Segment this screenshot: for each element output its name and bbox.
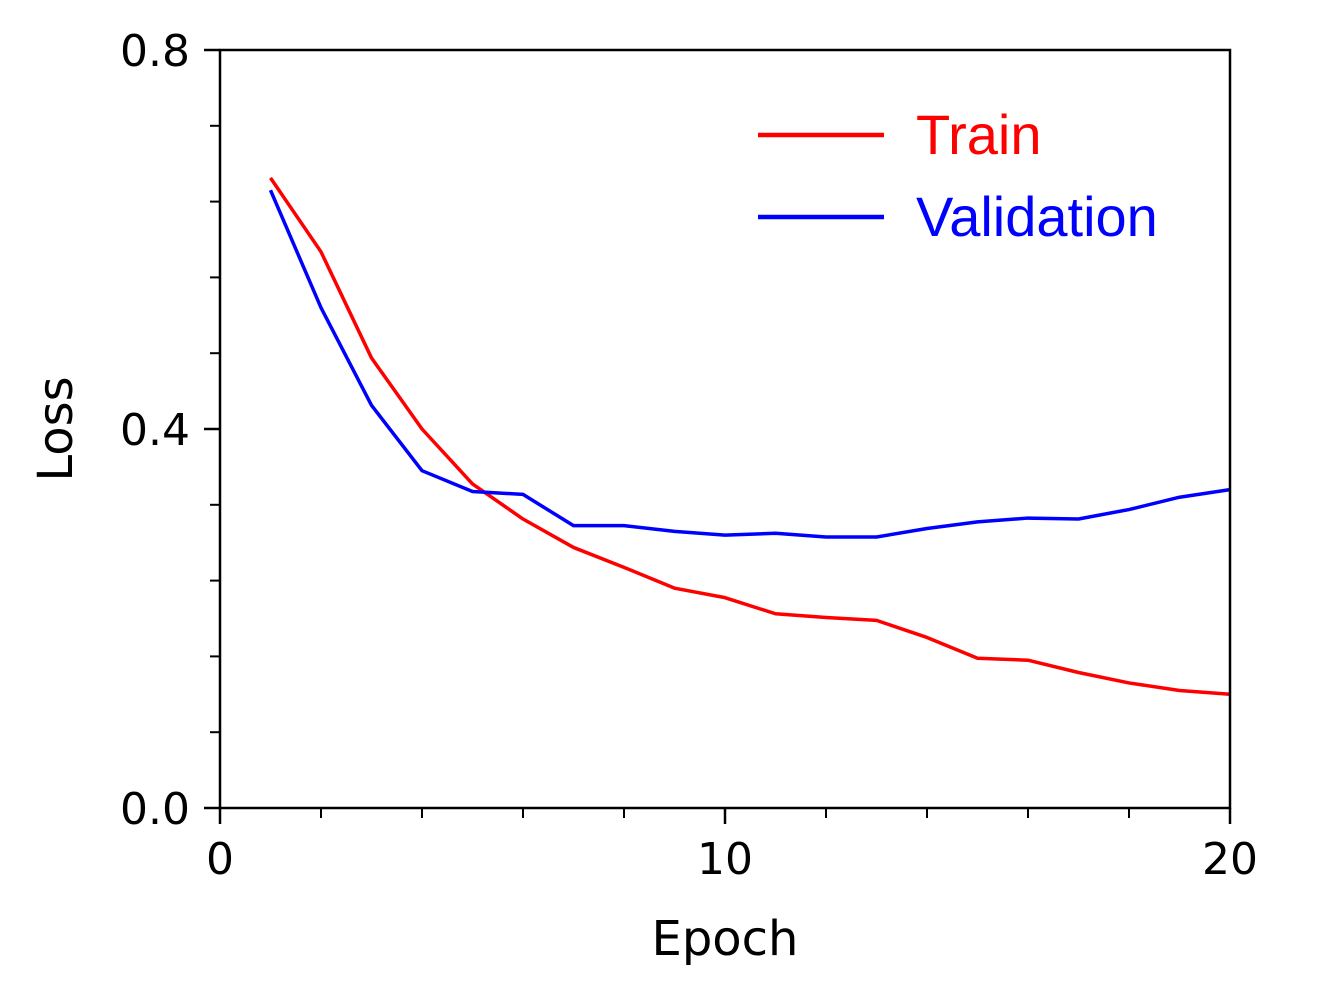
axis-ticks: 0 10 20 0.0 0.4 0.8 (120, 26, 1258, 885)
y-axis-label: Loss (28, 376, 84, 481)
x-tick-label: 10 (697, 834, 753, 885)
x-axis-label: Epoch (652, 911, 799, 967)
y-tick-label: 0.4 (120, 405, 190, 456)
y-tick-label: 0.8 (120, 26, 190, 77)
series-line-validation (268, 189, 1231, 539)
series-line-train (269, 176, 1231, 697)
series-lines (268, 176, 1231, 697)
x-tick-label: 0 (206, 834, 234, 885)
legend: Train Validation (758, 103, 1158, 248)
y-tick-label: 0.0 (120, 784, 190, 835)
plot-area-frame (218, 48, 1232, 810)
x-tick-label: 20 (1202, 834, 1258, 885)
legend-label-validation: Validation (916, 185, 1158, 248)
legend-label-train: Train (916, 103, 1042, 166)
